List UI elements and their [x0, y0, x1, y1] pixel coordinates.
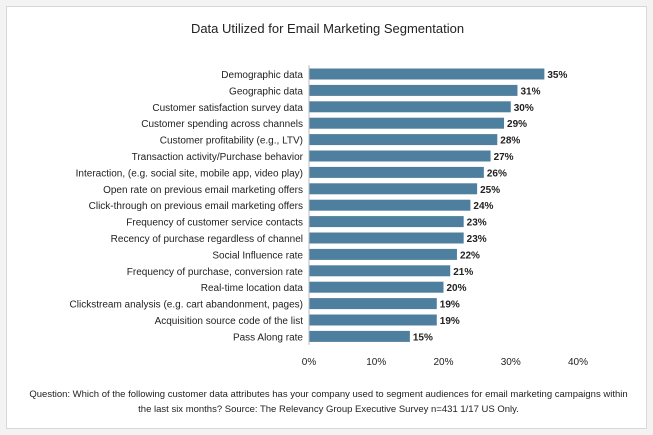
- bar: [309, 216, 464, 228]
- data-label: 23%: [467, 218, 487, 229]
- bar: [309, 248, 457, 260]
- bar: [309, 281, 444, 293]
- data-label: 25%: [480, 185, 500, 196]
- bar: [309, 232, 464, 244]
- bar: [309, 84, 518, 96]
- category-label: Interaction, (e.g. social site, mobile a…: [76, 168, 303, 179]
- category-label: Demographic data: [221, 70, 303, 81]
- bar: [309, 68, 545, 80]
- chart-footnote: Question: Which of the following custome…: [29, 389, 628, 415]
- data-label: 22%: [460, 250, 480, 261]
- bar: [309, 314, 437, 326]
- data-label: 27%: [494, 152, 514, 163]
- data-label: 35%: [547, 70, 567, 81]
- x-tick-label: 20%: [433, 357, 453, 368]
- data-label: 26%: [487, 168, 507, 179]
- data-label: 19%: [440, 300, 460, 311]
- category-label: Customer profitability (e.g., LTV): [160, 136, 303, 147]
- bar: [309, 134, 498, 146]
- data-label: 31%: [520, 86, 540, 97]
- category-label: Social Influence rate: [212, 250, 303, 261]
- bar-chart: Demographic data 35% Geographic data 31% Cus…: [70, 65, 588, 368]
- category-label: Open rate on previous email marketing of…: [103, 185, 303, 196]
- x-tick-label: 30%: [501, 357, 521, 368]
- category-label: Customer satisfaction survey data: [152, 103, 303, 114]
- bar: [309, 101, 511, 113]
- data-label: 24%: [473, 201, 493, 212]
- x-tick-label: 10%: [366, 357, 386, 368]
- chart-title: Data Utilized for Email Marketing Segmen…: [190, 21, 465, 36]
- category-label: Real-time location data: [201, 283, 304, 294]
- category-label: Frequency of customer service contacts: [126, 218, 303, 229]
- data-label: 28%: [500, 136, 520, 147]
- bar: [309, 150, 491, 162]
- bar: [309, 298, 437, 310]
- category-label: Pass Along rate: [233, 332, 303, 343]
- data-label: 15%: [413, 332, 433, 343]
- x-tick-label: 0%: [302, 357, 317, 368]
- category-label: Click-through on previous email marketin…: [89, 201, 303, 212]
- bar: [309, 265, 451, 277]
- category-label: Geographic data: [229, 86, 303, 97]
- chart-card: Data Utilized for Email Marketing Segmen…: [6, 6, 647, 429]
- data-label: 30%: [514, 103, 534, 114]
- data-label: 20%: [447, 283, 467, 294]
- category-label: Recency of purchase regardless of channe…: [111, 234, 303, 245]
- data-label: 29%: [507, 119, 527, 130]
- bar: [309, 330, 410, 342]
- category-label: Transaction activity/Purchase behavior: [132, 152, 304, 163]
- bar: [309, 199, 471, 211]
- data-label: 19%: [440, 316, 460, 327]
- category-label: Frequency of purchase, conversion rate: [127, 267, 304, 278]
- bar: [309, 183, 478, 195]
- bar: [309, 166, 484, 178]
- category-label: Acquisition source code of the list: [155, 316, 304, 327]
- category-label: Customer spending across channels: [141, 119, 303, 130]
- bar: [309, 117, 505, 129]
- category-label: Clickstream analysis (e.g. cart abandonm…: [70, 300, 303, 311]
- data-label: 21%: [453, 267, 473, 278]
- data-label: 23%: [467, 234, 487, 245]
- x-tick-label: 40%: [568, 357, 588, 368]
